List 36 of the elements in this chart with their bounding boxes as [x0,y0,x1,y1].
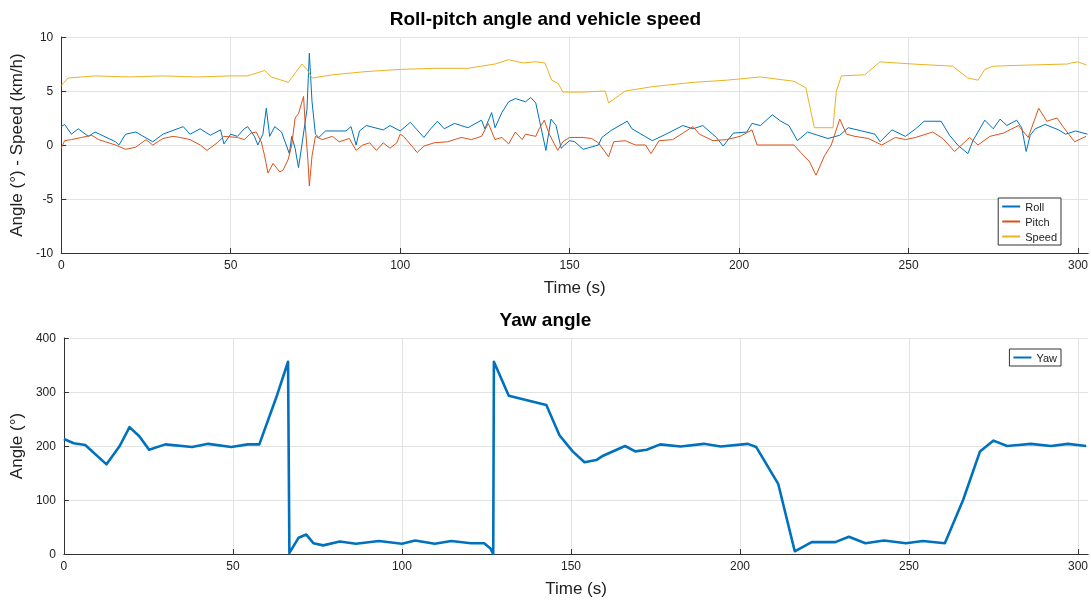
chart-title: Yaw angle [499,309,592,330]
x-tick-label: 50 [224,258,238,272]
x-tick-label: 100 [391,559,413,573]
x-tick-label: 200 [729,559,751,573]
x-tick-label: 250 [898,258,919,272]
y-tick-label: -5 [42,192,54,206]
x-tick-label: 150 [559,258,580,272]
x-tick-label: 300 [1068,258,1089,272]
y-tick-label: 300 [35,385,57,399]
line-series [60,59,1087,129]
y-axis-title: Angle (°) [7,412,26,480]
x-tick-label: 200 [729,258,750,272]
x-tick-label: 300 [1068,559,1089,573]
y-axis-title: Angle (°) - Speed (km/h) [7,53,26,237]
y-tick-label: 100 [35,493,57,507]
legend-label: Pitch [1025,215,1050,228]
x-tick-label: 50 [226,559,240,573]
x-tick-label: 150 [560,559,582,573]
chart-title: Roll-pitch angle and vehicle speed [389,8,702,29]
line-series [60,95,1087,187]
y-tick-label: 5 [46,84,54,98]
y-tick-label: 0 [49,547,57,561]
y-tick-label: 400 [35,331,57,345]
legend-label: Yaw [1036,351,1058,364]
y-tick-label: -10 [35,246,54,260]
x-tick-label: 0 [60,559,68,573]
y-tick-label: 200 [35,439,57,453]
y-tick-label: 0 [46,138,54,152]
legend-label: Roll [1025,200,1045,213]
x-tick-label: 100 [390,258,411,272]
legend-label: Speed [1025,230,1057,243]
y-tick-label: 10 [39,30,54,44]
line-series [60,52,1088,169]
x-axis-title: Time (s) [545,579,607,598]
x-axis-title: Time (s) [543,278,606,297]
x-tick-label: 250 [899,559,920,573]
